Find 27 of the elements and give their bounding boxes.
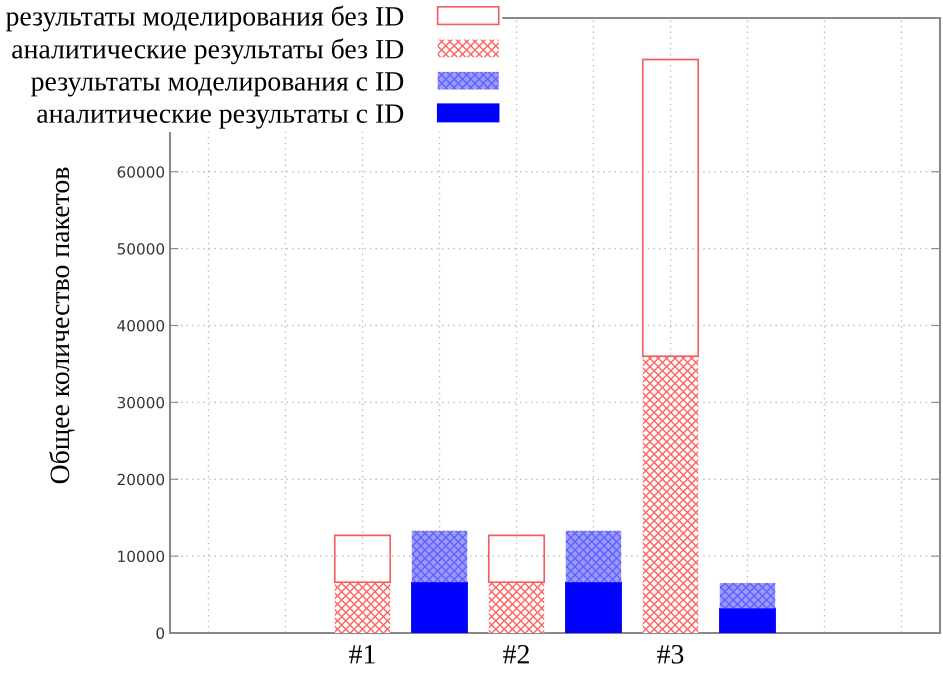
bar	[565, 582, 622, 633]
legend-label: аналитические результаты без ID	[12, 38, 404, 64]
y-tick-label: 40000	[117, 320, 164, 332]
x-tick-label: #3	[657, 644, 684, 664]
bar	[642, 356, 698, 633]
y-tick-label: 50000	[118, 243, 164, 255]
y-tick-label: 60000	[118, 166, 164, 178]
y-tick-label: 30000	[118, 396, 164, 408]
y-tick-label: 10000	[118, 550, 164, 562]
x-tick-label: #2	[503, 644, 529, 664]
bar	[411, 582, 468, 633]
bar	[566, 530, 622, 582]
legend-label: результаты моделирования с ID	[31, 72, 404, 96]
y-tick-label: 0	[156, 627, 164, 640]
y-tick-label: 20000	[118, 474, 164, 486]
bar	[719, 608, 776, 633]
bar	[720, 583, 776, 608]
bar	[334, 534, 392, 584]
x-tick-label: #1	[349, 645, 375, 664]
legend-label: аналитические результаты с ID	[37, 104, 404, 129]
bar	[488, 582, 544, 633]
bar	[334, 582, 390, 633]
y-axis-title: Общее количество пакетов	[49, 168, 75, 484]
bar	[642, 58, 700, 358]
bar	[488, 534, 546, 584]
bar	[412, 530, 468, 582]
legend-label: результаты моделирования без ID	[6, 6, 404, 32]
